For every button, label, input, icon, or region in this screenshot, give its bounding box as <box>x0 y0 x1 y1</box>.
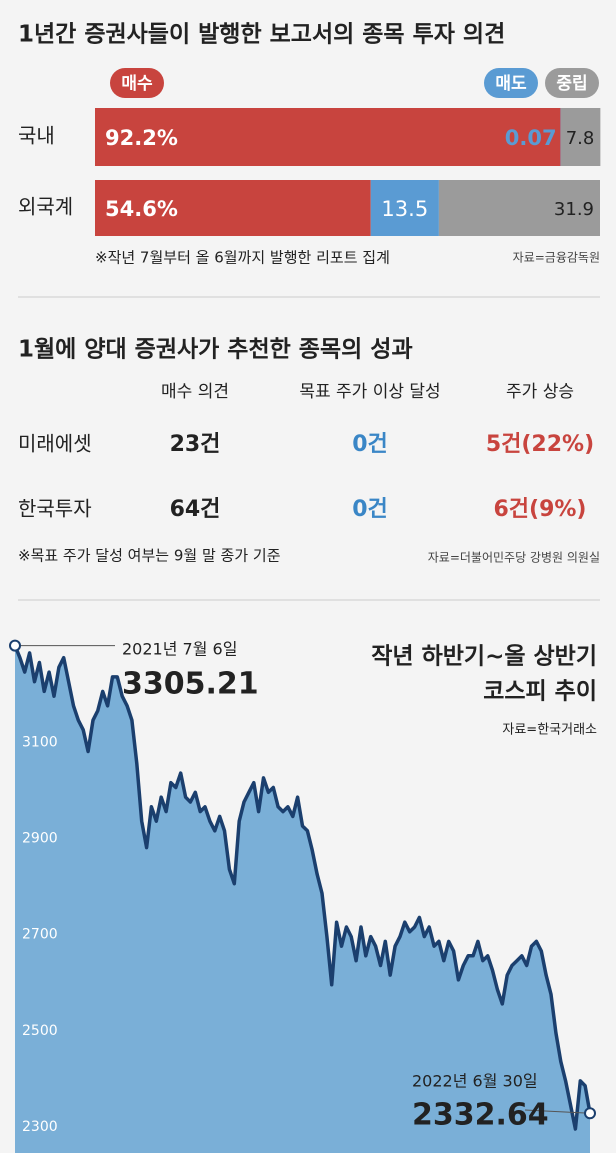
point <box>584 1107 596 1120</box>
legend-swatch <box>545 68 599 98</box>
y-tick-label: 2700 <box>22 927 58 943</box>
leader-line <box>524 1109 591 1114</box>
y-tick-label: 2500 <box>22 1023 58 1039</box>
table-source: 자료=더불어민주당 강병원 의원실 <box>428 551 600 565</box>
annotation-value: 2332.64 <box>412 1098 549 1133</box>
line <box>13 644 592 1131</box>
table-cell: 64건 <box>170 497 221 522</box>
value-label: 7.8 <box>566 128 595 149</box>
table-cell: 0건 <box>352 497 388 522</box>
chart-title: 코스피 추이 <box>483 679 597 705</box>
table-header: 목표 주가 이상 달성 <box>299 382 440 402</box>
legend-label: 매수 <box>121 74 153 94</box>
chart-source: 자료=한국거래소 <box>502 723 597 738</box>
legend-label: 중립 <box>556 74 587 94</box>
table-title: 1월에 양대 증권사가 추천한 종목의 성과 <box>18 337 413 363</box>
table-note: ※목표 주가 달성 여부는 9월 말 종가 기준 <box>18 547 281 565</box>
row-label: 한국투자 <box>18 497 92 521</box>
legend-swatch <box>484 68 538 98</box>
category-label: 외국계 <box>18 195 73 219</box>
legend-label: 매도 <box>495 74 527 94</box>
area <box>15 645 590 1153</box>
bar-title: 1년간 증권사들이 발행한 보고서의 종목 투자 의견 <box>18 22 505 48</box>
value-label: 92.2% <box>105 126 178 150</box>
bar-segment <box>370 180 439 236</box>
value-label: 13.5 <box>381 197 428 221</box>
table-cell: 5건(22%) <box>486 432 594 457</box>
table-cell: 0건 <box>352 432 388 457</box>
row-label: 미래에셋 <box>18 432 92 456</box>
chart-title: 작년 하반기~올 상반기 <box>371 644 597 670</box>
bar-segment <box>560 108 601 166</box>
table-header: 주가 상승 <box>506 382 574 402</box>
table-header: 매수 의견 <box>161 382 229 402</box>
bar-note: ※작년 7월부터 올 6월까지 발행한 리포트 집계 <box>95 249 390 267</box>
annotation-date: 2022년 6월 30일 <box>412 1072 538 1091</box>
y-tick-label: 2900 <box>22 830 58 846</box>
table-cell: 23건 <box>170 432 221 457</box>
legend-swatch <box>110 68 164 98</box>
bar-source: 자료=금융감독원 <box>513 251 600 265</box>
bar-segment <box>438 180 600 236</box>
y-tick-label: 3100 <box>22 734 58 750</box>
value-label: 54.6% <box>105 197 178 221</box>
point <box>9 639 21 652</box>
bar-segment <box>95 108 561 166</box>
bar-segment <box>95 180 371 236</box>
annotation-value: 3305.21 <box>122 667 259 702</box>
annotation-date: 2021년 7월 6일 <box>122 640 237 659</box>
category-label: 국내 <box>18 124 55 148</box>
table-cell: 6건(9%) <box>493 497 586 522</box>
value-label: 31.9 <box>554 199 594 220</box>
y-tick-label: 2300 <box>22 1119 58 1135</box>
value-label: 0.07 <box>505 126 557 150</box>
